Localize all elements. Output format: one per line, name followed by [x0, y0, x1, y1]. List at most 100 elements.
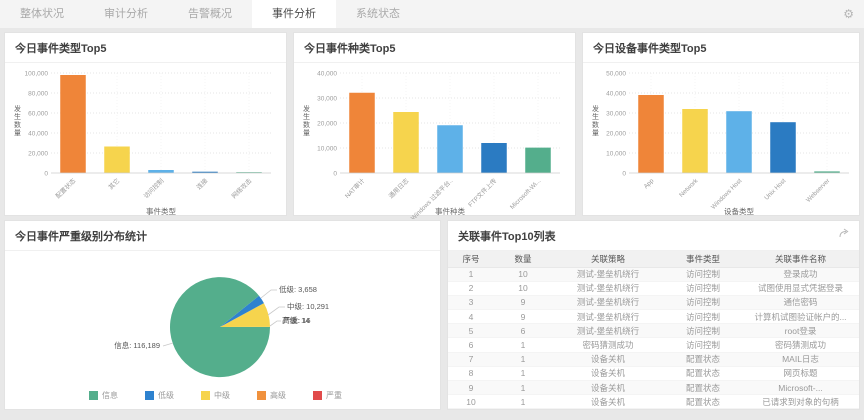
table-cell: Microsoft-... — [742, 381, 859, 395]
bar-1[interactable] — [393, 112, 419, 173]
tab-3[interactable]: 事件分析 — [252, 0, 336, 28]
table-cell: 访问控制 — [664, 324, 742, 338]
table-cell: 访问控制 — [664, 267, 742, 281]
pie-label-低级: 低级: 3,658 — [279, 284, 317, 294]
x-axis-title: 事件种类 — [435, 206, 465, 216]
tab-4[interactable]: 系统状态 — [336, 0, 420, 28]
legend-label: 信息 — [102, 390, 118, 401]
tab-2[interactable]: 告警概况 — [168, 0, 252, 28]
pie-legend: 信息 低级 中级 高级 严重 — [89, 390, 342, 401]
table-cell: 10 — [494, 267, 552, 281]
legend-label: 高级 — [270, 390, 286, 401]
col-header: 事件类型 — [664, 251, 742, 267]
table-cell: 设备关机 — [552, 366, 664, 380]
pie-slice-信息[interactable] — [170, 277, 270, 377]
table-cell: 1 — [494, 366, 552, 380]
y-tick-label: 60,000 — [28, 110, 48, 117]
pie-label-严重: 严重: 16 — [283, 316, 311, 325]
x-tick-label: Windows Host — [710, 177, 744, 211]
col-header: 数量 — [494, 251, 552, 267]
legend-item-低级[interactable]: 低级 — [145, 390, 174, 401]
x-tick-label: 通用日志 — [386, 176, 410, 200]
pie-label-line — [270, 321, 281, 326]
legend-item-严重[interactable]: 严重 — [313, 390, 342, 401]
y-tick-label: 30,000 — [606, 110, 626, 117]
table-cell: 配置状态 — [664, 395, 742, 409]
legend-swatch — [201, 391, 210, 400]
bar-2[interactable] — [726, 111, 752, 173]
top-nav-bar: 整体状况审计分析告警概况事件分析系统状态 ⚙ — [0, 0, 864, 28]
legend-item-中级[interactable]: 中级 — [201, 390, 230, 401]
bar-3[interactable] — [770, 122, 796, 173]
legend-swatch — [313, 391, 322, 400]
x-tick-label: App — [643, 177, 656, 190]
table-cell: 测试-堡垒机绕行 — [552, 281, 664, 295]
y-tick-label: 10,000 — [317, 145, 337, 152]
tab-0[interactable]: 整体状况 — [0, 0, 84, 28]
x-tick-label: NAT审计 — [343, 176, 367, 200]
table-cell: 计算机试图验证帐户的... — [742, 310, 859, 324]
table-cell: 访问控制 — [664, 281, 742, 295]
x-tick-label: Network — [678, 177, 700, 199]
gear-icon[interactable]: ⚙ — [843, 7, 854, 21]
legend-item-信息[interactable]: 信息 — [89, 390, 118, 401]
bar-0[interactable] — [638, 95, 664, 173]
bar-0[interactable] — [60, 75, 86, 173]
x-tick-label: Microsoft-Wi... — [509, 177, 543, 211]
table-cell: 配置状态 — [664, 366, 742, 380]
table-cell: 4 — [448, 310, 494, 324]
bar-1[interactable] — [104, 147, 130, 174]
table-cell: 5 — [448, 324, 494, 338]
table-cell: 密码猜测成功 — [552, 338, 664, 352]
table-cell: 测试-堡垒机绕行 — [552, 267, 664, 281]
x-tick-label: 访问控制 — [141, 176, 165, 200]
tab-1[interactable]: 审计分析 — [84, 0, 168, 28]
table-cell: 通信密码 — [742, 295, 859, 309]
table-cell: 9 — [494, 295, 552, 309]
table-cell: 设备关机 — [552, 352, 664, 366]
legend-item-高级[interactable]: 高级 — [257, 390, 286, 401]
table-cell: 测试-堡垒机绕行 — [552, 324, 664, 338]
bar-3[interactable] — [481, 143, 507, 173]
panel-title: 今日事件类型Top5 — [5, 33, 286, 63]
bar-2[interactable] — [148, 170, 174, 173]
col-header: 关联事件名称 — [742, 251, 859, 267]
y-tick-label: 20,000 — [28, 150, 48, 157]
table-title: 关联事件Top10列表 — [458, 231, 556, 243]
table-cell: 7 — [448, 352, 494, 366]
x-axis-title: 事件类型 — [146, 206, 176, 216]
table-cell: 访问控制 — [664, 310, 742, 324]
legend-swatch — [257, 391, 266, 400]
share-arrow-icon[interactable] — [839, 228, 850, 241]
y-tick-label: 100,000 — [25, 70, 49, 77]
table-cell: 6 — [494, 324, 552, 338]
bar-2[interactable] — [437, 125, 463, 173]
table-cell: 10 — [494, 281, 552, 295]
table-cell: 已请求到对象的句柄 — [742, 395, 859, 409]
table-cell: 测试-堡垒机绕行 — [552, 310, 664, 324]
bar-4[interactable] — [525, 148, 551, 173]
col-header: 关联策略 — [552, 251, 664, 267]
y-tick-label: 0 — [622, 170, 626, 177]
pie-label-line — [268, 307, 285, 315]
table-cell: 登录成功 — [742, 267, 859, 281]
table-cell: 1 — [448, 267, 494, 281]
bar-chart-svg: 发生数量020,00040,00060,00080,000100,000配置状态… — [5, 63, 281, 219]
bar-0[interactable] — [349, 93, 375, 173]
table-cell: 访问控制 — [664, 338, 742, 352]
table-cell: MAIL日志 — [742, 352, 859, 366]
bar-1[interactable] — [682, 109, 708, 173]
